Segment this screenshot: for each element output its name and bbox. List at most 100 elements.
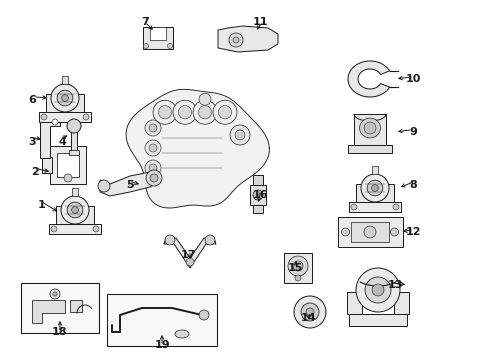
Text: 19: 19 xyxy=(154,340,169,350)
Circle shape xyxy=(366,180,382,196)
Text: 10: 10 xyxy=(405,74,420,84)
Bar xyxy=(70,300,82,312)
Bar xyxy=(39,112,91,122)
Circle shape xyxy=(364,277,390,303)
Text: 16: 16 xyxy=(252,190,267,200)
Bar xyxy=(56,206,94,224)
Circle shape xyxy=(292,261,303,271)
Text: 8: 8 xyxy=(408,180,416,190)
Bar xyxy=(346,292,361,314)
Text: 1: 1 xyxy=(38,200,46,210)
Bar xyxy=(284,253,311,283)
Bar xyxy=(142,27,173,49)
Circle shape xyxy=(67,119,81,133)
Bar xyxy=(252,175,263,185)
Circle shape xyxy=(294,275,301,281)
Circle shape xyxy=(228,33,243,47)
Ellipse shape xyxy=(359,118,380,138)
Circle shape xyxy=(93,226,99,232)
Bar xyxy=(57,153,79,177)
Circle shape xyxy=(149,124,157,132)
Bar xyxy=(252,205,263,213)
Circle shape xyxy=(305,308,313,316)
Bar xyxy=(21,283,99,333)
Text: 17: 17 xyxy=(180,250,195,260)
Circle shape xyxy=(67,202,82,218)
Polygon shape xyxy=(347,61,389,97)
Circle shape xyxy=(72,207,78,213)
Text: 3: 3 xyxy=(28,137,36,147)
Text: 12: 12 xyxy=(405,227,420,237)
Circle shape xyxy=(363,122,375,134)
Circle shape xyxy=(149,144,157,152)
Circle shape xyxy=(392,204,398,210)
Circle shape xyxy=(350,204,356,210)
Circle shape xyxy=(145,160,161,176)
Bar xyxy=(347,145,391,153)
Circle shape xyxy=(301,303,318,321)
Polygon shape xyxy=(100,172,158,196)
Bar xyxy=(150,27,165,40)
Circle shape xyxy=(293,296,325,328)
Circle shape xyxy=(145,140,161,156)
Bar xyxy=(72,188,78,196)
Text: 14: 14 xyxy=(300,313,315,323)
Bar xyxy=(355,184,393,202)
Circle shape xyxy=(199,310,208,320)
Polygon shape xyxy=(32,300,65,323)
Circle shape xyxy=(232,37,239,43)
Polygon shape xyxy=(218,26,278,52)
Circle shape xyxy=(218,105,231,119)
Polygon shape xyxy=(40,118,60,158)
Polygon shape xyxy=(163,238,216,268)
Bar xyxy=(353,114,385,150)
Circle shape xyxy=(199,93,210,105)
Circle shape xyxy=(83,114,89,120)
Circle shape xyxy=(150,174,158,182)
Circle shape xyxy=(371,185,378,192)
Circle shape xyxy=(50,289,60,299)
Circle shape xyxy=(360,174,388,202)
Circle shape xyxy=(287,256,307,276)
Bar xyxy=(350,222,388,242)
Bar xyxy=(348,314,406,326)
Circle shape xyxy=(252,190,263,200)
Circle shape xyxy=(149,164,157,172)
Bar xyxy=(71,128,77,152)
Polygon shape xyxy=(126,89,269,208)
Circle shape xyxy=(52,119,58,125)
Bar xyxy=(107,294,217,346)
Circle shape xyxy=(167,44,172,49)
Circle shape xyxy=(153,100,177,124)
Circle shape xyxy=(173,100,197,124)
Bar xyxy=(393,292,408,314)
Bar xyxy=(371,166,377,174)
Circle shape xyxy=(61,95,68,102)
Bar xyxy=(50,146,86,184)
Bar xyxy=(42,157,52,173)
Bar xyxy=(69,150,79,155)
Circle shape xyxy=(143,44,148,49)
Text: 5: 5 xyxy=(126,180,134,190)
Circle shape xyxy=(98,180,110,192)
Circle shape xyxy=(193,100,217,124)
Circle shape xyxy=(390,228,398,236)
Circle shape xyxy=(53,292,57,296)
Circle shape xyxy=(145,120,161,136)
Text: 7: 7 xyxy=(141,17,148,27)
Circle shape xyxy=(158,105,171,119)
Circle shape xyxy=(51,226,57,232)
Circle shape xyxy=(64,174,72,182)
Circle shape xyxy=(61,196,89,224)
Circle shape xyxy=(41,114,47,120)
Bar xyxy=(249,185,265,205)
Circle shape xyxy=(229,125,249,145)
Circle shape xyxy=(235,130,244,140)
Circle shape xyxy=(146,170,162,186)
Text: 9: 9 xyxy=(408,127,416,137)
Bar xyxy=(62,76,68,84)
Bar xyxy=(337,217,402,247)
Text: 15: 15 xyxy=(287,263,302,273)
Circle shape xyxy=(164,235,175,245)
Circle shape xyxy=(198,105,211,119)
